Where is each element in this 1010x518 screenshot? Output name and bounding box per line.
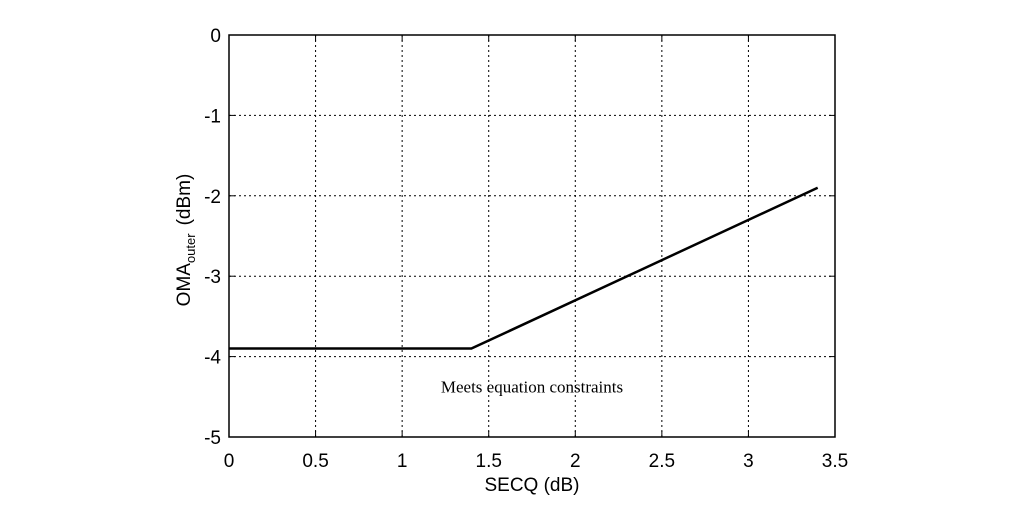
y-tick-label: 0: [210, 26, 221, 47]
x-tick-label: 0: [224, 451, 235, 472]
y-axis-title-subscript: outer: [183, 233, 198, 263]
y-axis-title-unit: (dBm): [174, 174, 195, 226]
y-tick-label: -4: [204, 348, 221, 369]
series-layer: [229, 186, 819, 350]
x-tick-label: 1: [397, 451, 408, 472]
grid: [229, 35, 835, 437]
ticks: 0 0.5 1 1.5 2 2.5 3 3.5 0 -1 -2 -3 -4 -5: [204, 26, 848, 472]
x-tick-label: 3: [743, 451, 754, 472]
y-axis-title-main: OMA: [174, 263, 195, 307]
x-axis-title: SECQ (dB): [484, 475, 579, 496]
y-tick-label: -5: [204, 428, 221, 449]
annotation-label: Meets equation constraints: [441, 377, 623, 396]
y-axis-title: OMAouter (dBm): [174, 174, 198, 307]
x-tick-label: 3.5: [822, 451, 848, 472]
annotations: Meets equation constraints: [441, 377, 623, 396]
x-tick-label: 0.5: [302, 451, 328, 472]
y-tick-label: -1: [204, 106, 221, 127]
plot-frame: [228, 34, 836, 438]
x-tick-label: 2.5: [649, 451, 675, 472]
x-tick-label: 1.5: [476, 451, 502, 472]
x-tick-label: 2: [570, 451, 581, 472]
y-tick-label: -2: [204, 187, 221, 208]
series-line: [229, 186, 819, 350]
y-tick-label: -3: [204, 267, 221, 288]
